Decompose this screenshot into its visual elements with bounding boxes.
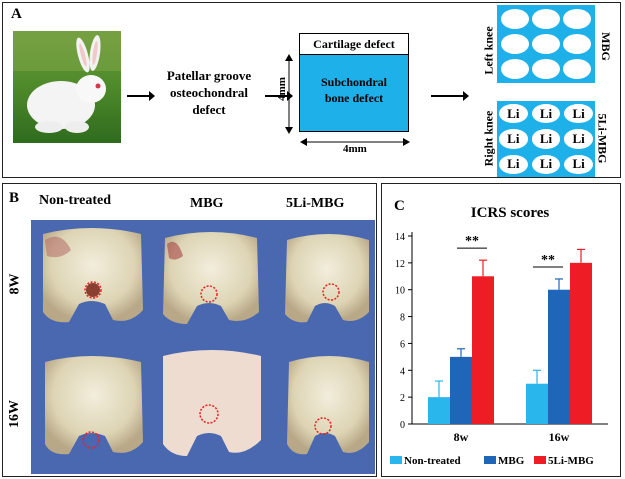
panel-a-label: A	[11, 6, 22, 22]
panel-c-label: C	[394, 198, 405, 214]
chart-title: ICRS scores	[471, 205, 550, 221]
li-well: Li	[564, 104, 593, 124]
legend-label: MBG	[498, 455, 525, 467]
li-mbg-group-label: 5Li-MBG	[595, 113, 610, 164]
panel-c: C ICRS scores 0 2 4 6 8 10 12 14 8w 16w ** ** Non-tre…	[381, 183, 621, 477]
knee-photo-grid	[31, 220, 375, 474]
knee-specimens	[43, 228, 369, 456]
y-tick-label: 12	[395, 259, 405, 270]
li-well: Li	[531, 154, 561, 174]
significance-label: **	[465, 234, 479, 249]
knee-specimen	[285, 234, 369, 323]
knee-specimen	[163, 350, 261, 456]
depth-dimension	[285, 54, 293, 134]
bar	[548, 289, 570, 424]
panel-a: A Patellar groove osteochondral defect	[2, 2, 621, 178]
y-tick-label: 2	[400, 393, 405, 404]
y-tick-label: 14	[395, 232, 405, 243]
right-knee-label: Right knee	[481, 110, 496, 167]
row-label-16w: 16W	[7, 400, 22, 428]
column-label-non-treated: Non-treated	[39, 193, 112, 208]
width-dimension	[300, 138, 410, 146]
left-knee-plate	[497, 5, 595, 83]
subchondral-defect-box: Subchondral bone defect	[299, 54, 409, 132]
li-well: Li	[531, 129, 561, 149]
depth-label: 4mm	[275, 77, 288, 101]
li-well: Li	[499, 104, 528, 124]
procedure-line-1: Patellar groove	[166, 68, 252, 83]
y-tick-label: 0	[400, 420, 405, 431]
x-tick-label: 16w	[549, 430, 570, 444]
significance-label: **	[541, 253, 555, 268]
knee-specimen	[287, 356, 369, 455]
legend-swatch	[534, 456, 546, 464]
icrs-bar-chart: ICRS scores 0 2 4 6 8 10 12 14 8w 16w ** ** Non-treat…	[390, 205, 608, 467]
bar	[570, 262, 592, 424]
li-well: Li	[499, 154, 528, 174]
knee-specimen	[163, 232, 259, 324]
legend-swatch	[484, 456, 496, 464]
legend-label: Non-treated	[404, 455, 461, 467]
knee-specimen	[43, 228, 143, 323]
li-well: Li	[531, 104, 561, 124]
procedure-line-2: osteochondral	[170, 85, 248, 100]
arrow-icon	[431, 91, 469, 101]
row-label-8w: 8W	[7, 273, 23, 295]
column-label-mbg: MBG	[190, 196, 224, 211]
li-well: Li	[499, 129, 528, 149]
bar	[526, 383, 548, 424]
arrow-icon	[127, 91, 155, 101]
y-tick-label: 4	[400, 366, 405, 377]
li-well: Li	[564, 154, 593, 174]
left-knee-label: Left knee	[481, 26, 496, 75]
cartilage-defect-box: Cartilage defect	[299, 33, 409, 55]
li-well: Li	[564, 129, 593, 149]
right-knee-plate: Li Li Li Li Li Li Li Li Li	[497, 101, 595, 177]
legend-swatch	[390, 456, 402, 464]
width-label: 4mm	[343, 143, 367, 155]
left-knee-wells	[501, 9, 591, 79]
legend-label: 5Li-MBG	[548, 455, 594, 467]
bar	[428, 397, 450, 424]
y-tick-label: 6	[400, 339, 405, 350]
knee-specimen	[45, 356, 143, 455]
mbg-group-label: MBG	[598, 32, 613, 61]
bar	[472, 276, 494, 424]
rabbit-photo	[13, 31, 121, 143]
procedure-line-3: defect	[192, 102, 226, 117]
y-tick-label: 8	[400, 313, 405, 324]
panel-b: B Non-treated MBG 5Li-MBG	[2, 183, 377, 477]
panel-b-label: B	[9, 190, 20, 206]
column-label-5li-mbg: 5Li-MBG	[286, 196, 345, 211]
y-tick-label: 10	[395, 286, 405, 297]
bar	[450, 356, 472, 424]
x-tick-label: 8w	[454, 430, 469, 444]
